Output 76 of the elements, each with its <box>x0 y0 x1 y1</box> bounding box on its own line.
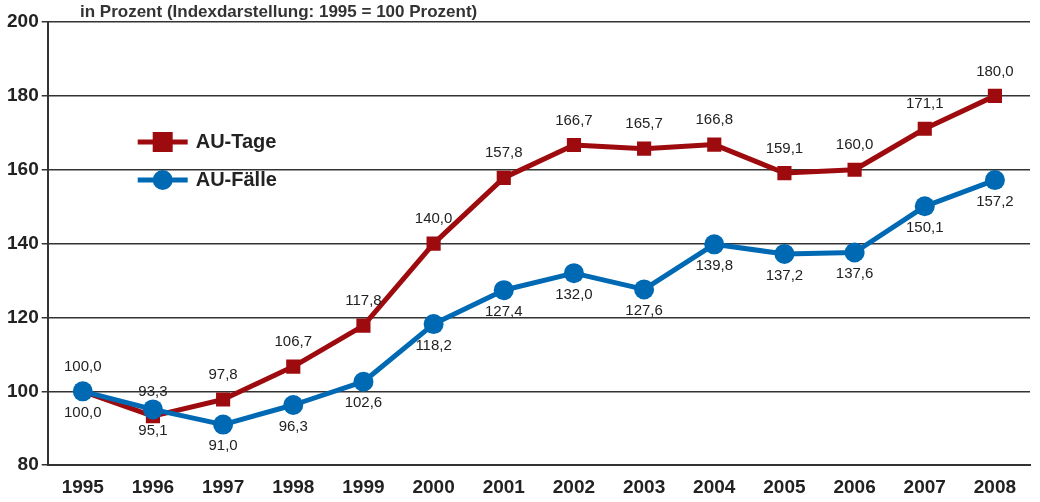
data-label: 95,1 <box>138 421 168 439</box>
data-label: 150,1 <box>905 217 944 235</box>
data-label: 127,6 <box>625 301 663 319</box>
point <box>353 371 374 392</box>
point <box>844 242 865 263</box>
data-label: 102,6 <box>344 393 383 411</box>
point <box>634 279 655 300</box>
point <box>984 170 1005 191</box>
data-label: 140,0 <box>414 209 453 227</box>
x-tick-label: 2005 <box>763 475 806 497</box>
point <box>283 395 304 415</box>
point <box>987 88 1002 103</box>
x-tick-label: 2008 <box>973 475 1017 497</box>
x-tick-label: 2003 <box>622 475 666 497</box>
y-tick-label: 80 <box>17 453 39 475</box>
y-tick-label: 200 <box>7 10 39 32</box>
y-tick-label: 160 <box>7 157 39 179</box>
x-tick-label: 1996 <box>131 475 175 497</box>
data-label: 127,4 <box>484 301 523 319</box>
data-label: 166,7 <box>555 110 593 128</box>
data-label: 137,6 <box>835 264 874 282</box>
point <box>707 137 722 152</box>
point <box>356 318 371 333</box>
point <box>914 196 935 217</box>
data-label: 100,0 <box>64 356 102 374</box>
y-tick-label: 140 <box>7 231 39 253</box>
point <box>423 314 444 335</box>
data-label: 157,2 <box>976 191 1014 209</box>
x-tick-label: 2007 <box>903 475 946 497</box>
x-tick-label: 2002 <box>552 475 596 497</box>
chart-subtitle: in Prozent (Indexdarstellung: 1995 = 100 Prozent) <box>80 2 478 22</box>
point <box>637 141 652 156</box>
data-label: 106,7 <box>274 332 313 350</box>
x-tick-label: 2000 <box>412 475 455 497</box>
x-tick-label: 1998 <box>272 475 315 497</box>
data-label: 97,8 <box>208 365 238 383</box>
point <box>566 137 581 153</box>
y-tick-label: 180 <box>7 84 39 106</box>
data-label: 137,2 <box>765 265 804 283</box>
data-label: 117,8 <box>345 291 382 309</box>
point <box>847 162 862 177</box>
y-tick-label: 100 <box>7 379 39 401</box>
data-label: 118,2 <box>415 335 452 353</box>
point <box>917 121 932 136</box>
data-label: 166,8 <box>695 110 734 128</box>
data-label: 91,0 <box>208 436 238 454</box>
point <box>142 399 163 420</box>
data-label: 180,0 <box>976 61 1014 79</box>
x-tick-label: 1999 <box>342 475 385 497</box>
data-label: 132,0 <box>555 284 593 302</box>
point <box>426 236 441 251</box>
y-tick-label: 120 <box>7 305 39 327</box>
point <box>286 359 301 374</box>
point <box>774 243 795 264</box>
data-label: 139,8 <box>695 255 734 273</box>
data-label: 159,1 <box>765 138 804 156</box>
x-tick-label: 1997 <box>201 475 245 497</box>
point <box>213 414 234 435</box>
data-label: 96,3 <box>278 416 308 434</box>
point <box>493 280 514 301</box>
x-tick-label: 1995 <box>61 475 105 497</box>
x-tick-label: 2006 <box>833 475 876 497</box>
data-label: 171,1 <box>905 94 944 112</box>
data-label: 160,0 <box>835 135 874 153</box>
point <box>704 234 725 255</box>
data-label: 100,0 <box>64 402 102 420</box>
point <box>563 263 584 284</box>
point <box>216 392 231 407</box>
legend-label: AU-Fälle <box>195 167 277 190</box>
data-label: 157,8 <box>484 143 523 161</box>
x-tick-label: 2001 <box>482 475 526 497</box>
point <box>496 170 511 185</box>
data-label: 165,7 <box>625 114 663 132</box>
legend-label: AU-Tage <box>195 129 277 152</box>
point <box>777 165 792 181</box>
x-tick-label: 2004 <box>693 475 736 497</box>
